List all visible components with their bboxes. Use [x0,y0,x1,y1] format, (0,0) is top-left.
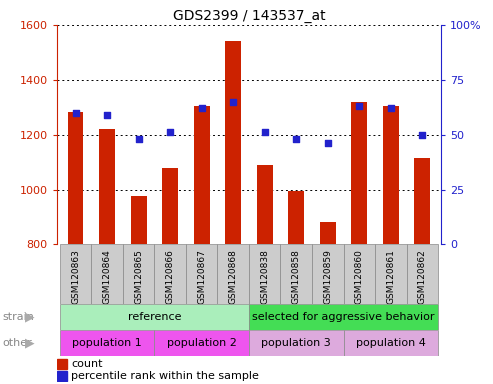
Text: selected for aggressive behavior: selected for aggressive behavior [252,312,435,322]
Text: reference: reference [128,312,181,322]
Point [292,136,300,142]
Point [419,132,426,138]
Point [261,129,269,136]
Bar [249,245,281,304]
Point [135,136,142,142]
Bar [415,158,430,245]
Point [166,129,174,136]
Text: percentile rank within the sample: percentile rank within the sample [71,371,259,381]
Text: population 2: population 2 [167,338,237,348]
Text: GSM120863: GSM120863 [71,249,80,304]
Bar [383,106,399,245]
Bar [312,245,344,304]
Point [355,103,363,109]
Bar [352,102,367,245]
Bar [407,245,438,304]
Text: ▶: ▶ [25,337,35,350]
Bar [60,245,91,304]
Point [387,105,395,111]
Bar [99,129,115,245]
Bar [194,106,210,245]
Text: GSM120868: GSM120868 [229,249,238,304]
Bar [375,245,407,304]
Text: GSM120862: GSM120862 [418,249,427,304]
Text: population 4: population 4 [356,338,426,348]
Text: GSM120864: GSM120864 [103,249,111,304]
Text: GSM120861: GSM120861 [387,249,395,304]
Text: GSM120867: GSM120867 [197,249,206,304]
Bar [249,304,438,330]
Bar [57,371,68,381]
Bar [68,112,83,245]
Bar [344,245,375,304]
Bar [281,245,312,304]
Bar [288,191,304,245]
Text: population 1: population 1 [72,338,142,348]
Text: GSM120865: GSM120865 [134,249,143,304]
Bar [257,165,273,245]
Text: GSM120859: GSM120859 [323,249,332,304]
Bar [57,359,68,369]
Bar [131,196,146,245]
Point [198,105,206,111]
Text: other: other [2,338,32,348]
Point [103,112,111,118]
Bar [154,245,186,304]
Text: GSM120860: GSM120860 [355,249,364,304]
Text: strain: strain [2,312,35,322]
Bar [344,330,438,356]
Point [229,99,237,105]
Bar [123,245,154,304]
Point [71,110,79,116]
Bar [249,330,344,356]
Bar [320,222,336,245]
Text: population 3: population 3 [261,338,331,348]
Bar [154,330,249,356]
Bar [91,245,123,304]
Title: GDS2399 / 143537_at: GDS2399 / 143537_at [173,8,325,23]
Bar [162,167,178,245]
Bar [60,304,249,330]
Point [324,141,332,147]
Bar [217,245,249,304]
Text: count: count [71,359,103,369]
Bar [186,245,217,304]
Bar [60,330,154,356]
Text: GSM120858: GSM120858 [292,249,301,304]
Text: GSM120866: GSM120866 [166,249,175,304]
Text: ▶: ▶ [25,311,35,324]
Text: GSM120838: GSM120838 [260,249,269,304]
Bar [225,41,241,245]
